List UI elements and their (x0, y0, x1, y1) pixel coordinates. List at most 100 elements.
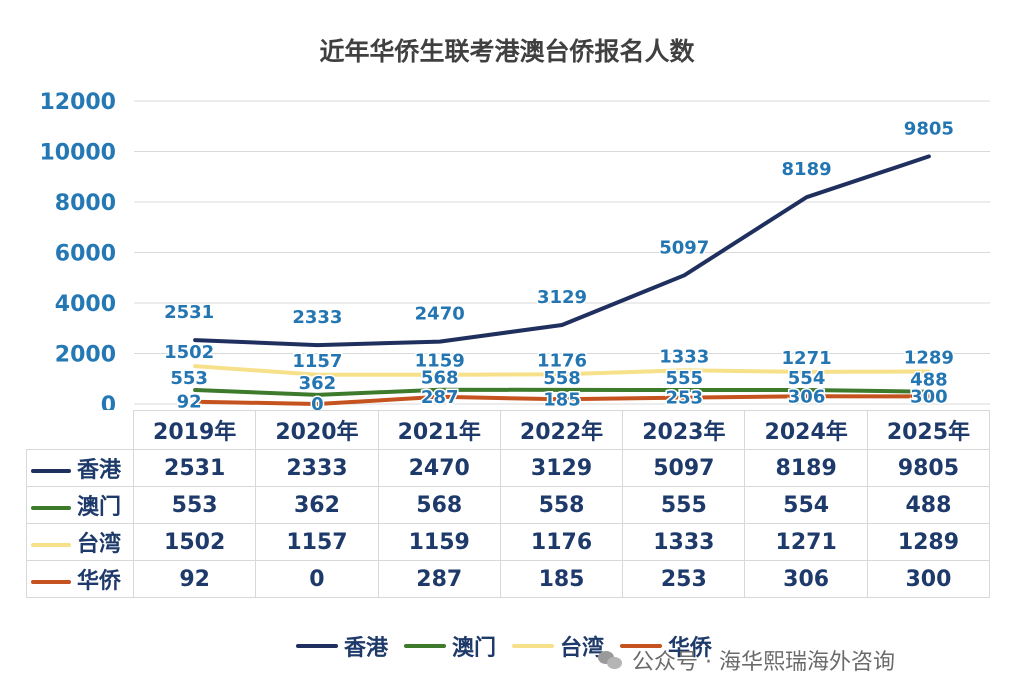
x-tick-label: 2020年 (255, 410, 379, 450)
table-cell: 287 (377, 560, 501, 598)
series-swatch (31, 580, 71, 584)
data-table: 2019年 2020年 2021年 2022年 2023年 2024年 2025年香港 253… (26, 410, 991, 598)
table-row: 香港 2531 2333 2470 3129 5097 8189 9805 (26, 449, 991, 487)
data-label: 1502 (164, 342, 214, 363)
x-tick-label: 2023年 (622, 410, 746, 450)
legend-item: 台湾 (512, 630, 604, 662)
data-label: 185 (543, 389, 581, 410)
data-label: 306 (788, 386, 826, 407)
table-cell: 488 (866, 486, 991, 524)
table-cell: 555 (622, 486, 746, 524)
data-label: 2470 (415, 304, 465, 325)
data-label: 3129 (537, 287, 587, 308)
x-tick-label: 2022年 (499, 410, 624, 450)
chart-title: 近年华侨生联考港澳台侨报名人数 (319, 37, 695, 66)
legend-item: 华侨 (620, 630, 712, 662)
data-label: 488 (910, 370, 948, 391)
series-line-4 (193, 394, 931, 406)
table-cell: 0 (255, 560, 379, 598)
series-swatch (31, 506, 71, 510)
table-row-header: 香港 (26, 449, 134, 487)
legend-label: 台湾 (560, 636, 605, 661)
data-label: 555 (665, 368, 703, 389)
data-label: 8189 (782, 159, 832, 180)
table-row: 台湾 1502 1157 1159 1176 1333 1271 1289 (26, 523, 991, 561)
table-cell: 1333 (622, 523, 746, 561)
table-cell: 253 (622, 560, 746, 598)
table-row-header: 澳门 (26, 486, 134, 524)
data-label: 5097 (659, 237, 709, 258)
legend-line (620, 644, 663, 648)
legend-label: 华侨 (668, 636, 713, 661)
x-tick-label: 2021年 (377, 410, 501, 450)
table-cell: 558 (499, 486, 624, 524)
table-cell: 300 (866, 560, 991, 598)
data-label: 568 (421, 368, 459, 389)
y-tick-label: 6000 (55, 242, 116, 267)
table-cell: 8189 (744, 449, 868, 487)
data-label: 0 (311, 394, 324, 410)
data-label: 1333 (659, 346, 709, 367)
data-label: 1176 (537, 350, 587, 371)
legend-line (404, 644, 447, 648)
series-name: 澳门 (77, 495, 122, 520)
table-cell: 554 (744, 486, 868, 524)
legend-line (296, 644, 338, 648)
chart-legend: 香港 澳门 台湾 华侨 (296, 630, 728, 662)
x-tick-label: 2024年 (744, 410, 868, 450)
table-header-row: 2019年 2020年 2021年 2022年 2023年 2024年 2025年 (26, 410, 991, 450)
table-cell: 3129 (499, 449, 624, 487)
table-cell: 9805 (866, 449, 991, 487)
series-name: 华侨 (77, 569, 122, 594)
data-label: 362 (299, 373, 337, 394)
data-label: 2531 (164, 302, 214, 323)
table-cell: 2531 (132, 449, 257, 487)
table-cell: 553 (132, 486, 257, 524)
legend-item: 澳门 (404, 630, 496, 662)
table-cell: 1157 (255, 523, 379, 561)
line-chart-plot: 0 2000 4000 6000 8000 10000 12000 2531 2333 2470 3… (39, 90, 990, 410)
data-label: 253 (665, 388, 703, 409)
legend-label: 澳门 (452, 636, 497, 661)
data-label: 1271 (782, 348, 832, 369)
data-label: 287 (421, 387, 459, 408)
table-cell: 92 (132, 560, 257, 598)
table-cell: 185 (499, 560, 624, 598)
data-label: 553 (170, 368, 208, 389)
y-tick-label: 2000 (55, 343, 116, 368)
table-cell: 2333 (255, 449, 379, 487)
table-cell: 1271 (744, 523, 868, 561)
x-tick-label: 2019年 (132, 410, 257, 450)
wechat-icon (598, 649, 624, 671)
table-cell: 306 (744, 560, 868, 598)
series-line-1 (193, 154, 931, 348)
table-row: 澳门 553 362 568 558 555 554 488 (26, 486, 991, 524)
series-name: 香港 (77, 458, 122, 483)
legend-label: 香港 (344, 636, 389, 661)
data-label: 92 (177, 392, 202, 410)
data-label: 1157 (292, 351, 342, 372)
data-label: 554 (788, 368, 826, 389)
table-cell: 1159 (377, 523, 501, 561)
series-line-3 (193, 364, 931, 377)
watermark-text: 公众号 · 海华熙瑞海外咨询 (632, 650, 895, 675)
table-cell: 1502 (132, 523, 257, 561)
y-tick-label: 0 (101, 393, 116, 410)
y-tick-label: 8000 (55, 191, 116, 216)
table-cell: 5097 (622, 449, 746, 487)
series-swatch (31, 469, 71, 473)
data-label: 1159 (415, 351, 465, 372)
table-cell: 1289 (866, 523, 991, 561)
table-row: 华侨 92 0 287 185 253 306 300 (26, 560, 991, 598)
data-label: 9805 (904, 118, 954, 139)
data-label: 2333 (292, 307, 342, 328)
watermark: 公众号 · 海华熙瑞海外咨询 (598, 644, 895, 676)
data-label: 1289 (904, 347, 954, 368)
legend-line (512, 644, 555, 648)
series-swatch (31, 543, 71, 547)
legend-item: 香港 (296, 630, 388, 662)
series-name: 台湾 (77, 532, 122, 557)
data-label: 300 (910, 386, 948, 407)
table-cell: 1176 (499, 523, 624, 561)
series-line-2 (193, 387, 931, 397)
